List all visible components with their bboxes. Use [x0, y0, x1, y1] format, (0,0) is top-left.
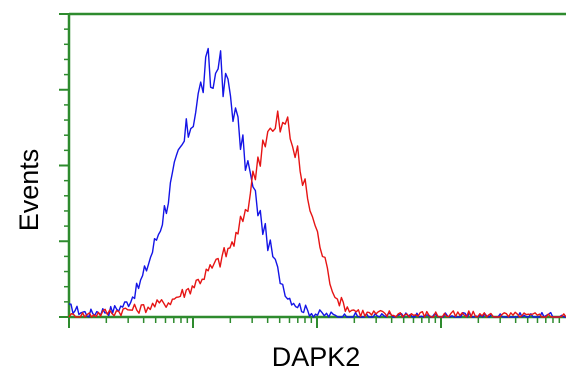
- y-axis-title: Events: [14, 149, 44, 232]
- y-axis-ticks: [59, 13, 69, 318]
- series-line-2: [68, 110, 566, 318]
- x-axis-ticks: [68, 317, 561, 328]
- series-layer: [68, 47, 566, 318]
- series-line-1: [68, 47, 566, 318]
- x-axis-title: DAPK2: [272, 342, 361, 372]
